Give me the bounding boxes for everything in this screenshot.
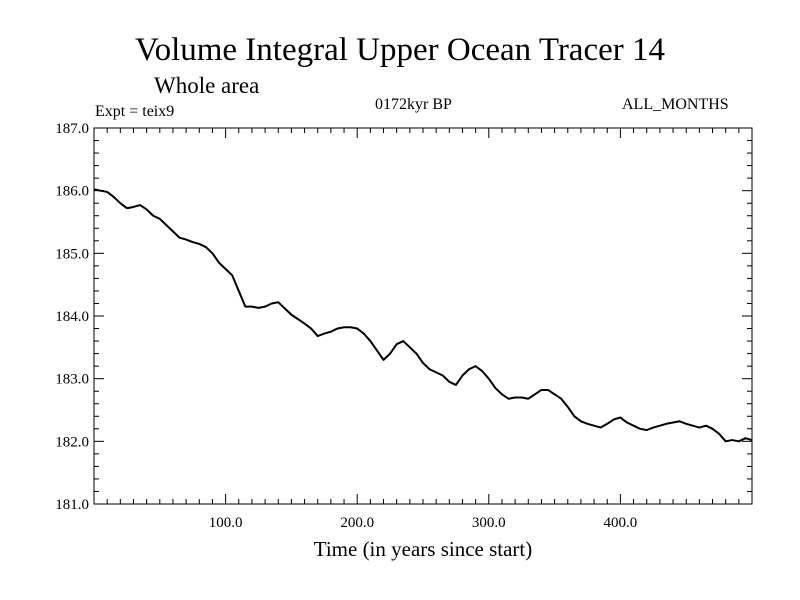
y-tick-label: 183.0 <box>55 372 89 388</box>
plot-frame <box>93 127 753 505</box>
y-tick-label: 185.0 <box>55 246 89 262</box>
x-tick-label: 300.0 <box>472 515 506 531</box>
y-tick-label: 181.0 <box>55 497 89 513</box>
x-tick-label: 200.0 <box>340 515 374 531</box>
y-tick-label: 187.0 <box>55 121 89 137</box>
chart-title: Volume Integral Upper Ocean Tracer 14 <box>135 32 665 68</box>
axis-ticks <box>94 128 752 504</box>
period-label: 0172kyr BP <box>375 96 452 113</box>
series-line <box>93 188 753 443</box>
x-tick-label: 100.0 <box>209 515 243 531</box>
y-tick-label: 186.0 <box>55 184 89 200</box>
x-tick-label: 400.0 <box>604 515 638 531</box>
tick-labels: 100.0 200.0 300.0 400.0 181.0 182.0 183.0 184.0… <box>55 121 637 531</box>
y-tick-label: 184.0 <box>55 309 89 325</box>
x-axis-label: Time (in years since start) <box>314 537 533 561</box>
y-tick-label: 182.0 <box>55 434 89 450</box>
experiment-label: Expt = teix9 <box>95 103 175 120</box>
months-label: ALL_MONTHS <box>622 96 729 113</box>
chart-subtitle: Whole area <box>154 73 260 98</box>
